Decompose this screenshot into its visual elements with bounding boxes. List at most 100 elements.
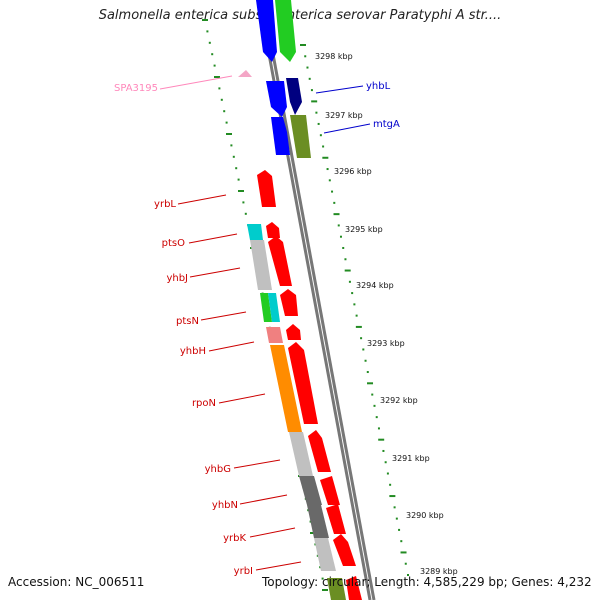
gene-feature <box>271 117 290 155</box>
topology-label: Topology: circular; Length: 4,585,229 bp… <box>262 575 592 589</box>
gene-label: yrbK <box>223 533 246 544</box>
gene-feature <box>288 342 318 424</box>
gene-feature <box>286 324 301 340</box>
gene-feature <box>247 224 263 240</box>
scale-minor-tick <box>235 167 238 170</box>
leader-line <box>315 85 364 94</box>
scale-minor-tick <box>360 337 363 340</box>
scale-major-tick <box>202 19 208 21</box>
scale-minor-tick <box>230 144 233 147</box>
scale-minor-tick <box>353 303 356 306</box>
scale-minor-tick <box>308 77 311 80</box>
gene-feature <box>308 430 331 472</box>
scale-major-tick <box>226 133 232 135</box>
scale-major-tick <box>367 382 374 385</box>
kbp-tick-label: 3293 kbp <box>367 339 405 348</box>
gene-label: yhbH <box>180 346 206 357</box>
scale-major-tick <box>389 495 396 498</box>
kbp-tick-label: 3291 kbp <box>392 454 430 463</box>
leader-line <box>249 527 296 538</box>
gene-label: yrbL <box>154 199 176 210</box>
scale-minor-tick <box>211 53 214 56</box>
gene-feature <box>266 222 280 238</box>
gene-feature <box>266 327 283 343</box>
gene-feature <box>290 115 311 158</box>
scale-minor-tick <box>393 506 396 509</box>
leader-line <box>233 459 281 469</box>
scale-minor-tick <box>342 246 345 249</box>
gene-features <box>238 0 362 600</box>
gene-label: mtgA <box>373 119 400 130</box>
scale-minor-tick <box>331 190 334 193</box>
scale-minor-tick <box>377 427 380 430</box>
scale-major-tick <box>322 589 328 591</box>
scale-minor-tick <box>366 371 369 374</box>
scale-minor-tick <box>407 574 409 576</box>
gene-label: yhbL <box>366 81 391 92</box>
leader-line <box>323 123 371 134</box>
scale-minor-tick <box>225 121 228 124</box>
scale-minor-tick <box>244 212 247 215</box>
scale-major-tick <box>378 438 385 441</box>
scale-minor-tick <box>322 145 325 148</box>
kbp-tick-label: 3297 kbp <box>325 111 363 120</box>
scale-minor-tick <box>404 562 407 565</box>
scale-major-tick <box>333 213 340 216</box>
gene-feature <box>270 345 302 432</box>
gene-feature <box>268 236 292 286</box>
scale-minor-tick <box>375 416 378 419</box>
scale-minor-tick <box>395 517 398 520</box>
gene-feature <box>257 170 276 207</box>
scale-major-tick <box>322 156 329 159</box>
leader-line <box>255 561 302 571</box>
gene-feature <box>266 81 287 117</box>
scale-major-tick <box>300 44 306 46</box>
leader-line <box>208 341 255 352</box>
scale-minor-tick <box>344 258 347 261</box>
scale-minor-tick <box>220 98 223 101</box>
gene-feature <box>307 505 329 538</box>
scale-major-tick <box>238 190 244 192</box>
gene-feature <box>320 476 340 505</box>
scale-minor-tick <box>348 280 351 283</box>
scale-minor-tick <box>364 359 367 362</box>
kbp-axis: 3298 kbp 3297 kbp 3296 kbp 3295 kbp 3294… <box>315 52 458 576</box>
scale-minor-tick <box>371 393 374 396</box>
gene-feature <box>289 432 313 476</box>
scale-minor-tick <box>326 168 329 171</box>
gene-feature <box>333 534 356 566</box>
scale-minor-tick <box>389 483 392 486</box>
leader-line <box>188 233 238 244</box>
gene-feature <box>250 240 272 290</box>
kbp-tick-label: 3294 kbp <box>356 281 394 290</box>
scale-minor-tick <box>328 179 331 182</box>
gene-label: ptsO <box>162 238 185 249</box>
scale-minor-tick <box>339 235 342 238</box>
gene-label: ptsN <box>176 316 199 327</box>
kbp-tick-label: 3296 kbp <box>334 167 372 176</box>
scale-minor-tick <box>373 404 376 407</box>
scale-minor-tick <box>237 178 240 181</box>
scale-minor-tick <box>206 30 209 33</box>
scale-minor-tick <box>208 41 211 44</box>
kbp-tick-label: 3290 kbp <box>406 511 444 520</box>
gene-label: SPA3195 <box>114 83 158 94</box>
scale-minor-tick <box>213 64 216 67</box>
gene-feature <box>268 293 280 322</box>
kbp-tick-label: 3298 kbp <box>315 52 353 61</box>
leader-line <box>218 393 266 404</box>
scale-minor-tick <box>382 449 385 452</box>
scale-minor-tick <box>218 87 221 90</box>
gene-feature <box>280 289 298 316</box>
gene-feature <box>299 476 322 505</box>
scale-minor-tick <box>315 111 318 114</box>
scale-minor-tick <box>223 110 226 113</box>
scale-minor-tick <box>398 528 401 531</box>
leader-line <box>189 267 241 278</box>
scale-minor-tick <box>232 155 235 158</box>
gene-labels: SPA3195 yrbL ptsO yhbJ ptsN yhbH rpoN yh… <box>114 81 400 577</box>
gene-feature <box>327 578 346 600</box>
leader-line <box>177 194 227 205</box>
kbp-tick-label: 3292 kbp <box>380 396 418 405</box>
